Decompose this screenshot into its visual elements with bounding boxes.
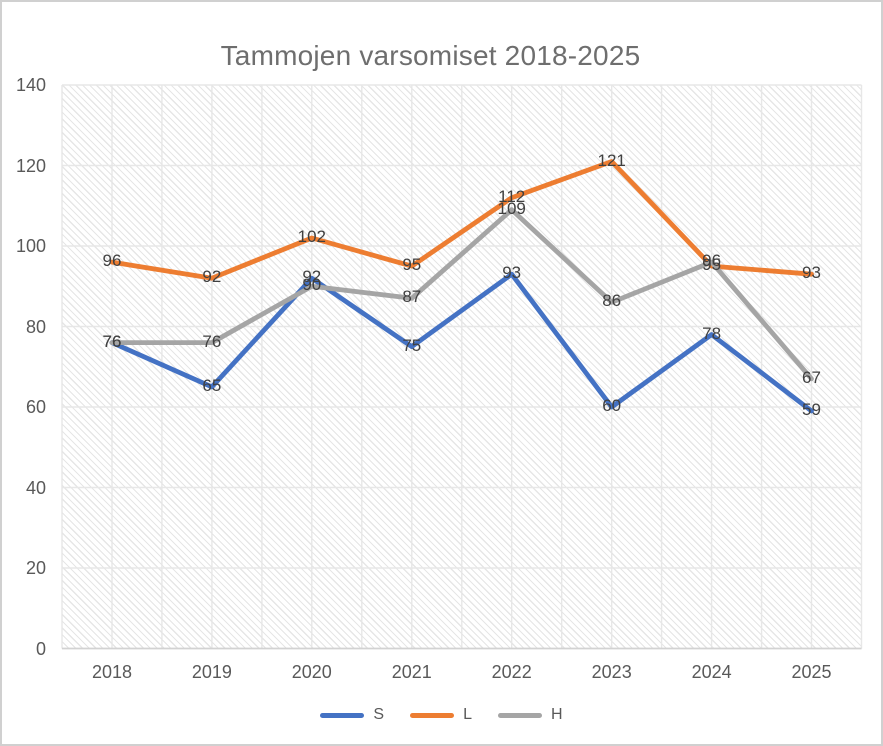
legend-label: L — [463, 706, 472, 723]
legend-line-swatch-icon — [320, 712, 365, 718]
x-axis-tick-label: 2018 — [91, 662, 133, 682]
legend-item-s: S — [320, 706, 384, 724]
legend-line-swatch-icon — [410, 712, 455, 718]
x-axis-tick-label: 2019 — [191, 662, 232, 682]
y-axis-tick-label: 80 — [25, 316, 46, 337]
legend-label: S — [373, 706, 385, 723]
x-axis-tick-label: 2025 — [791, 662, 832, 682]
y-axis-tick-label: 20 — [25, 558, 46, 578]
y-axis-tick-label: 60 — [25, 397, 46, 417]
x-axis-tick-label: 2024 — [691, 662, 732, 682]
y-axis-tick-label: 100 — [15, 236, 46, 256]
series-line-h — [109, 207, 814, 382]
y-axis-tick-label: 40 — [25, 477, 46, 498]
x-axis-tick-label: 2020 — [291, 662, 332, 682]
series-line-s — [109, 271, 814, 414]
x-axis-tick-label: 2021 — [391, 662, 432, 682]
x-axis-tick-label: 2023 — [591, 662, 632, 682]
x-axis-tick-label: 2022 — [491, 662, 532, 682]
legend-item-h: H — [498, 706, 563, 724]
y-axis-tick-label: 0 — [35, 638, 46, 659]
legend-label: H — [551, 706, 563, 723]
y-axis-tick-label: 140 — [15, 75, 46, 95]
y-axis-tick-label: 120 — [15, 155, 46, 176]
chart-title: Tammojen varsomiset 2018-2025 — [220, 40, 641, 71]
legend-item-l: L — [410, 706, 472, 724]
legend-line-swatch-icon — [498, 712, 542, 718]
series-line-l — [109, 159, 814, 281]
